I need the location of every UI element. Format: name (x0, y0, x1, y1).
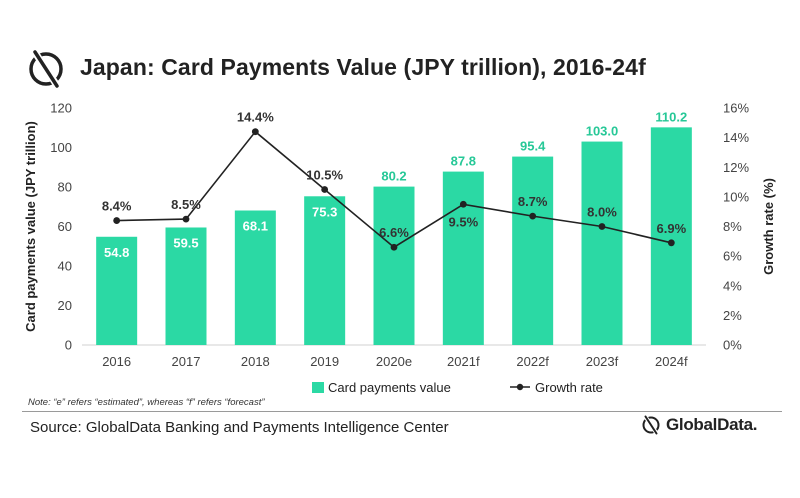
growth-rate-label: 8.4% (102, 199, 132, 214)
y-tick-label: 60 (58, 219, 72, 234)
legend-swatch-bar (312, 382, 324, 393)
growth-rate-label: 14.4% (237, 110, 274, 125)
growth-rate-point (113, 217, 121, 224)
bar (650, 127, 692, 345)
y2-tick-label: 8% (723, 219, 742, 234)
growth-rate-point (598, 223, 606, 230)
growth-rate-point (321, 186, 329, 193)
bar-value-label: 54.8 (104, 245, 129, 260)
growth-rate-label: 8.0% (587, 205, 617, 220)
bar-value-label: 110.2 (655, 109, 687, 124)
bar (581, 141, 623, 345)
divider (22, 411, 782, 412)
legend-swatch-point (516, 383, 524, 391)
growth-rate-label: 9.5% (449, 214, 479, 229)
source-text: Source: GlobalData Banking and Payments … (30, 419, 449, 436)
y2-axis-label: Growth rate (%) (761, 178, 776, 275)
bar-value-label: 75.3 (312, 204, 337, 219)
growth-rate-point (667, 239, 675, 247)
brand: GlobalData. (640, 414, 757, 436)
legend-label-line: Growth rate (535, 380, 603, 395)
bar-value-label: 80.2 (381, 169, 406, 184)
growth-rate-label: 8.5% (171, 197, 201, 212)
bar (373, 186, 415, 345)
bar-value-label: 103.0 (586, 124, 619, 139)
bar (512, 156, 554, 345)
y2-tick-label: 12% (723, 160, 749, 175)
growth-rate-point (182, 215, 190, 223)
bar (96, 236, 138, 345)
x-tick-label: 2022f (516, 354, 549, 369)
y-tick-label: 120 (50, 101, 72, 116)
bar (234, 210, 276, 345)
x-tick-label: 2018 (241, 354, 270, 369)
x-tick-label: 2024f (655, 354, 688, 369)
y-tick-label: 100 (50, 140, 72, 155)
chart-title: Japan: Card Payments Value (JPY trillion… (80, 54, 646, 80)
x-tick-label: 2021f (447, 354, 480, 369)
growth-rate-point (529, 212, 537, 220)
bar-value-label: 87.8 (451, 154, 476, 169)
y2-tick-label: 0% (723, 338, 742, 353)
growth-rate-label: 8.7% (518, 194, 548, 209)
globaldata-logo-icon (29, 49, 63, 89)
growth-rate-point (390, 243, 398, 251)
y2-tick-label: 16% (723, 101, 749, 116)
bar (304, 196, 346, 345)
globaldata-logo-icon (642, 414, 660, 436)
brand-name: GlobalData. (666, 415, 758, 434)
growth-rate-point (251, 128, 259, 136)
x-tick-label: 2016 (102, 354, 131, 369)
y-axis-label: Card payments value (JPY trillion) (23, 121, 38, 332)
growth-rate-point (459, 200, 467, 208)
y2-tick-label: 14% (723, 130, 749, 145)
y2-tick-label: 2% (723, 308, 742, 323)
y2-tick-label: 4% (723, 278, 742, 293)
legend-label-bar: Card payments value (328, 380, 451, 395)
bar-value-label: 95.4 (520, 139, 546, 154)
x-tick-label: 2019 (310, 354, 339, 369)
combo-chart: 0 20 40 60 80 100 120 0% 2% 4% 6% 8% 10% 12% 14% 16% Car… (23, 101, 776, 396)
growth-rate-label: 10.5% (306, 167, 343, 182)
x-tick-label: 2020e (376, 354, 412, 369)
bar (165, 227, 207, 345)
y-tick-label: 0 (65, 338, 72, 353)
bar-value-label: 59.5 (173, 235, 198, 250)
y2-tick-label: 6% (723, 249, 742, 264)
growth-rate-label: 6.6% (379, 225, 409, 240)
y-tick-label: 20 (58, 298, 72, 313)
bar (442, 171, 484, 345)
footnote: Note: “e” refers “estimated”, whereas “f… (28, 397, 265, 408)
y-tick-label: 80 (58, 180, 72, 195)
bar-value-label: 68.1 (243, 219, 268, 234)
y-tick-label: 40 (58, 259, 72, 274)
y2-tick-label: 10% (723, 189, 749, 204)
x-tick-label: 2017 (172, 354, 201, 369)
growth-rate-label: 6.9% (657, 221, 687, 236)
x-tick-label: 2023f (586, 354, 619, 369)
